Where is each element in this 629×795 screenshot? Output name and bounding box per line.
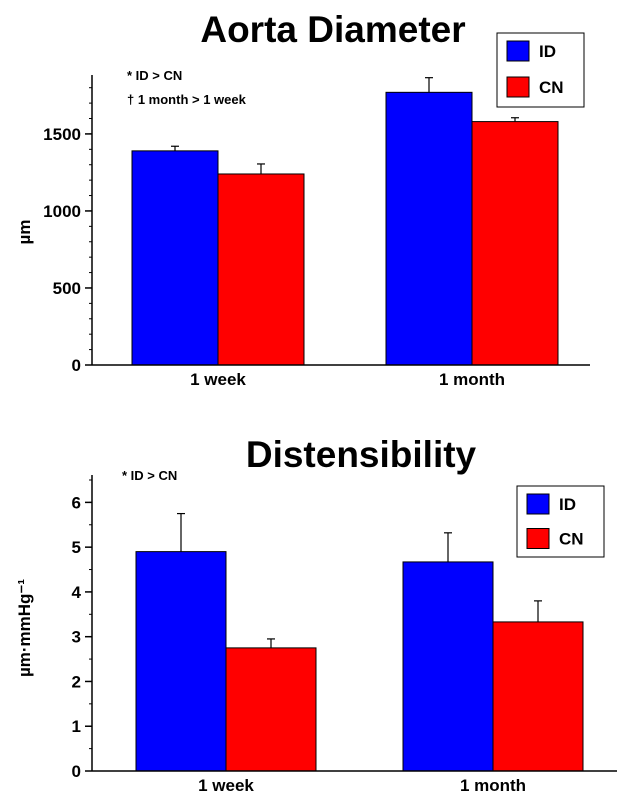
legend-swatch-cn	[526, 528, 550, 549]
chart-distensibility: Distensibility 0 1 2 3 4 5 6 1 week 1 month µm·mmH…	[15, 434, 617, 795]
annotation: † 1 month > 1 week	[127, 92, 247, 107]
bar-id-month	[385, 91, 473, 366]
y-tick-label: 6	[72, 493, 81, 512]
bar-id-week	[135, 551, 227, 772]
chart-title: Distensibility	[246, 434, 477, 475]
chart-aorta-diameter: Aorta Diameter 0 500 1000 1500 1 week 1 month µ…	[15, 9, 590, 389]
y-tick-label: 4	[72, 583, 82, 602]
chart-title: Aorta Diameter	[200, 9, 465, 50]
bar-id-month	[402, 561, 494, 772]
bar-id-week	[131, 150, 219, 366]
bar-cn-month	[492, 621, 584, 772]
legend-label-cn: CN	[539, 78, 564, 97]
annotation: * ID > CN	[127, 68, 182, 83]
legend-swatch-cn	[506, 76, 530, 98]
legend-label-id: ID	[539, 42, 556, 61]
y-tick-label: 1	[72, 717, 81, 736]
legend-label-cn: CN	[559, 530, 584, 549]
y-axis-label: µm	[15, 220, 34, 245]
x-tick-label: 1 week	[190, 370, 246, 389]
legend-swatch-id	[526, 493, 550, 515]
y-tick-label: 5	[72, 538, 81, 557]
legend-swatch-id	[506, 40, 530, 62]
x-tick-label: 1 month	[460, 776, 526, 795]
y-tick-label: 2	[72, 672, 81, 691]
y-tick-label: 0	[72, 356, 81, 375]
bar-cn-month	[471, 121, 559, 366]
bar-cn-week	[225, 647, 317, 772]
x-tick-label: 1 month	[439, 370, 505, 389]
y-tick-label: 1000	[43, 202, 81, 221]
y-tick-label: 3	[72, 628, 81, 647]
y-tick-label: 1500	[43, 125, 81, 144]
y-tick-label: 0	[72, 762, 81, 781]
y-tick-label: 500	[53, 279, 81, 298]
legend-label-id: ID	[559, 495, 576, 514]
bar-cn-week	[217, 173, 305, 366]
x-tick-label: 1 week	[198, 776, 254, 795]
y-axis-label: µm·mmHg⁻¹	[15, 579, 34, 677]
annotation: * ID > CN	[122, 468, 177, 483]
